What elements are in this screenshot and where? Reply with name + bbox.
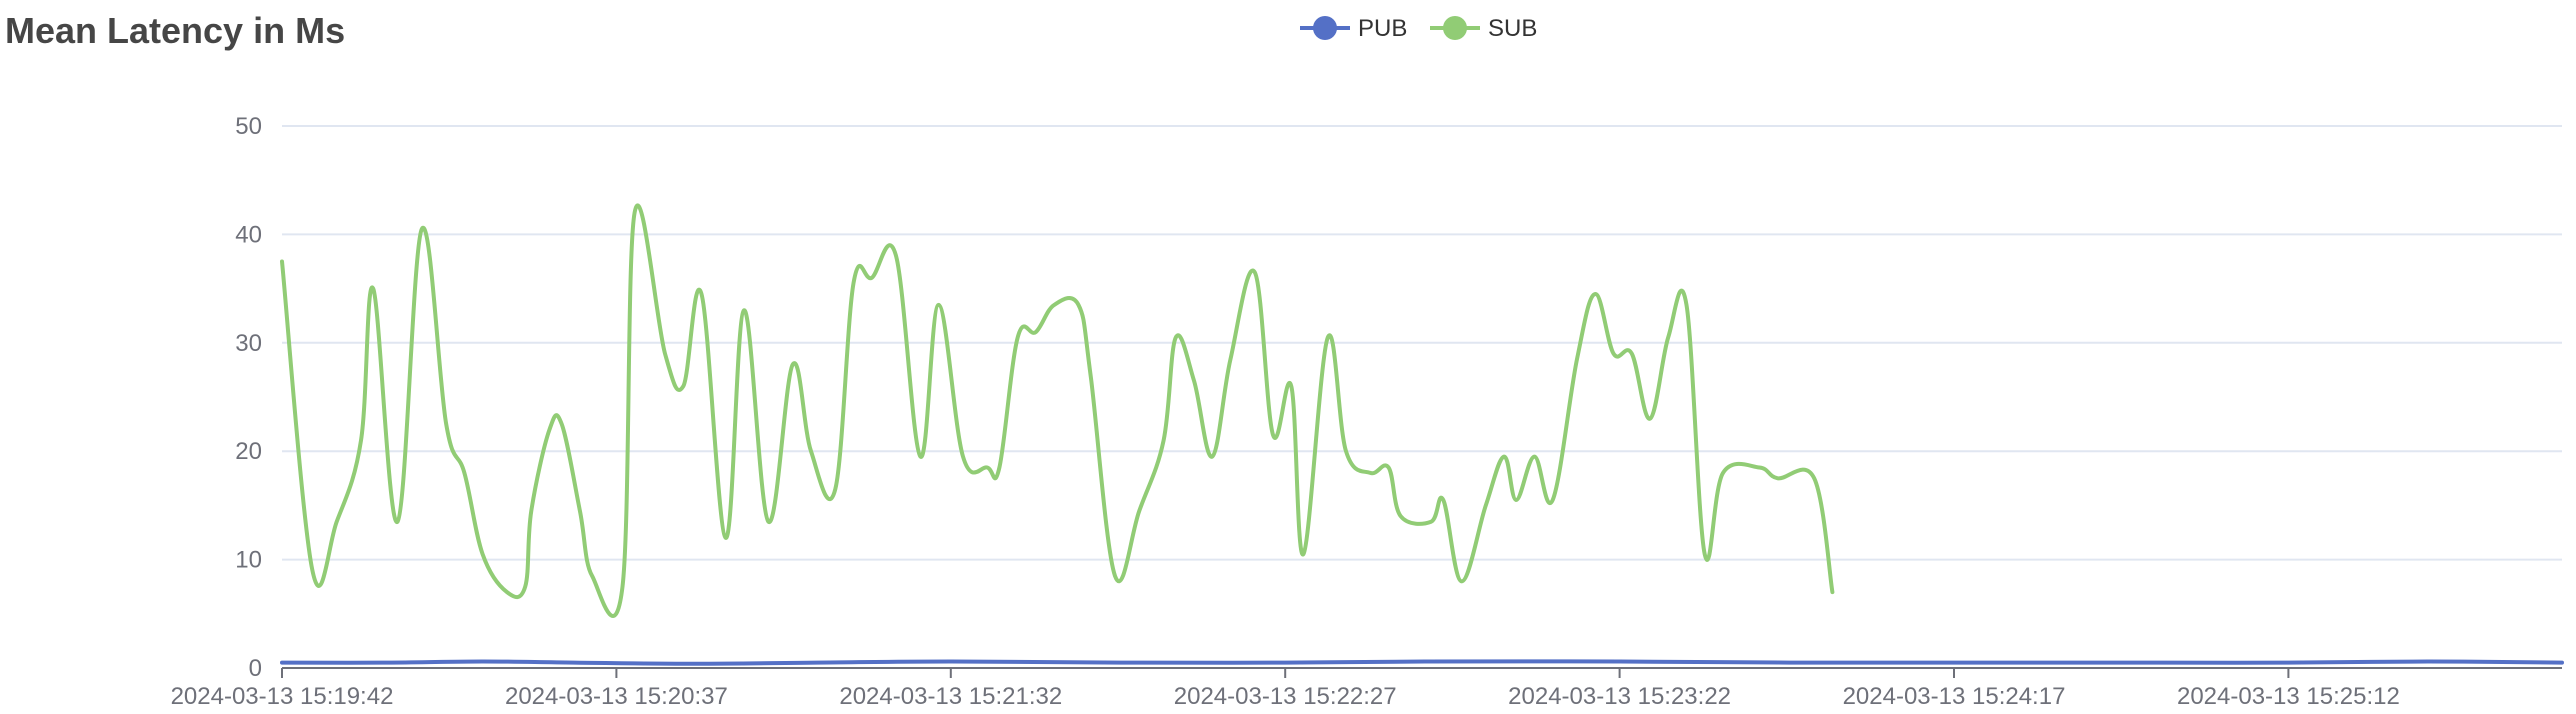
- y-tick-label: 30: [235, 330, 262, 357]
- legend-item-sub[interactable]: SUB: [1430, 15, 1537, 42]
- legend-marker: [1313, 16, 1337, 40]
- x-tick-label: 2024-03-13 15:25:12: [2177, 683, 2400, 710]
- x-tick-label: 2024-03-13 15:19:42: [171, 683, 394, 710]
- y-tick-label: 20: [235, 438, 262, 465]
- x-tick-label: 2024-03-13 15:24:17: [1843, 683, 2066, 710]
- y-tick-label: 10: [235, 547, 262, 574]
- series-lines: [280, 203, 2564, 666]
- grid-lines: [282, 125, 2562, 561]
- x-tick-label: 2024-03-13 15:20:37: [505, 683, 728, 710]
- legend-label: PUB: [1358, 15, 1407, 42]
- series-line-pub: [280, 659, 2564, 666]
- x-tick-label: 2024-03-13 15:21:32: [839, 683, 1062, 710]
- legend[interactable]: PUB SUB: [1300, 15, 1537, 42]
- legend-label: SUB: [1488, 15, 1537, 42]
- legend-marker: [1443, 16, 1467, 40]
- series-line-sub: [280, 203, 1835, 618]
- y-tick-label: 0: [249, 655, 262, 682]
- x-tick-label: 2024-03-13 15:23:22: [1508, 683, 1731, 710]
- axes: 0 10 20 30 40 50 2024-03-13 15:19:42 2024-03-13…: [171, 113, 2562, 710]
- chart-title: Mean Latency in Ms: [5, 10, 346, 51]
- y-tick-label: 40: [235, 221, 262, 248]
- legend-item-pub[interactable]: PUB: [1300, 15, 1407, 42]
- y-tick-label: 50: [235, 113, 262, 140]
- x-tick-label: 2024-03-13 15:22:27: [1174, 683, 1397, 710]
